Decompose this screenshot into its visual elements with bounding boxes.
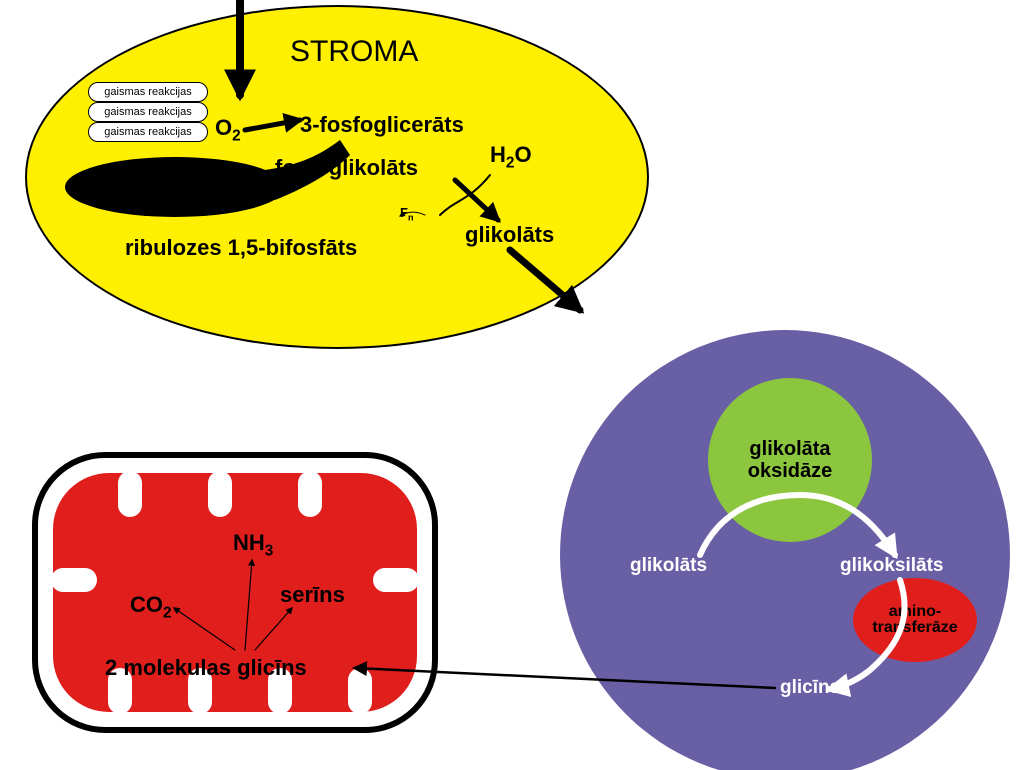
red-text-1: amino- [872, 604, 957, 620]
green-text-1: glikolāta [748, 438, 832, 460]
label-rubp: ribulozes 1,5-bifosfāts [125, 235, 357, 261]
label-glicins-perox: glicīns [780, 677, 840, 699]
pill-2: gaismas reakcijas [88, 122, 208, 142]
pill-0: gaismas reakcijas [88, 82, 208, 102]
enzyme-text-2: karboksilāze [106, 187, 243, 201]
red-enzyme-ellipse: amino- transferāze [853, 578, 977, 662]
label-glikoksilats: glikoksilāts [840, 555, 944, 577]
pill-1: gaismas reakcijas [88, 102, 208, 122]
label-nh3: NH3 [233, 530, 273, 560]
label-fn: Fn [400, 205, 414, 223]
stroma-title: STROMA [290, 35, 418, 69]
green-text-2: oksidāze [748, 460, 832, 482]
enzyme-blob: ribulozes 1,5-bifosfāta karboksilāze [65, 157, 285, 217]
label-2mol-glicins: 2 molekulas glicīns [105, 655, 307, 681]
green-enzyme-circle: glikolāta oksidāze [708, 378, 872, 542]
label-fosfoglikolats: fosfoglikolāts [275, 155, 418, 181]
enzyme-text-1: ribulozes 1,5-bifosfāta [106, 173, 243, 187]
label-3pga: 3-fosfoglicerāts [300, 112, 464, 138]
label-co2: CO2 [130, 592, 172, 622]
label-h2o: H2O [490, 142, 532, 172]
red-text-2: transferāze [872, 620, 957, 636]
label-glikolats-stroma: glikolāts [465, 222, 554, 248]
pill-1-text: gaismas reakcijas [104, 106, 191, 118]
label-serins: serīns [280, 582, 345, 608]
pill-2-text: gaismas reakcijas [104, 126, 191, 138]
diagram-stage: STROMA gaismas reakcijas gaismas reakcij… [0, 0, 1024, 770]
label-o2: O2 [215, 115, 241, 145]
pill-0-text: gaismas reakcijas [104, 86, 191, 98]
label-glikolats-perox: glikolāts [630, 555, 707, 577]
